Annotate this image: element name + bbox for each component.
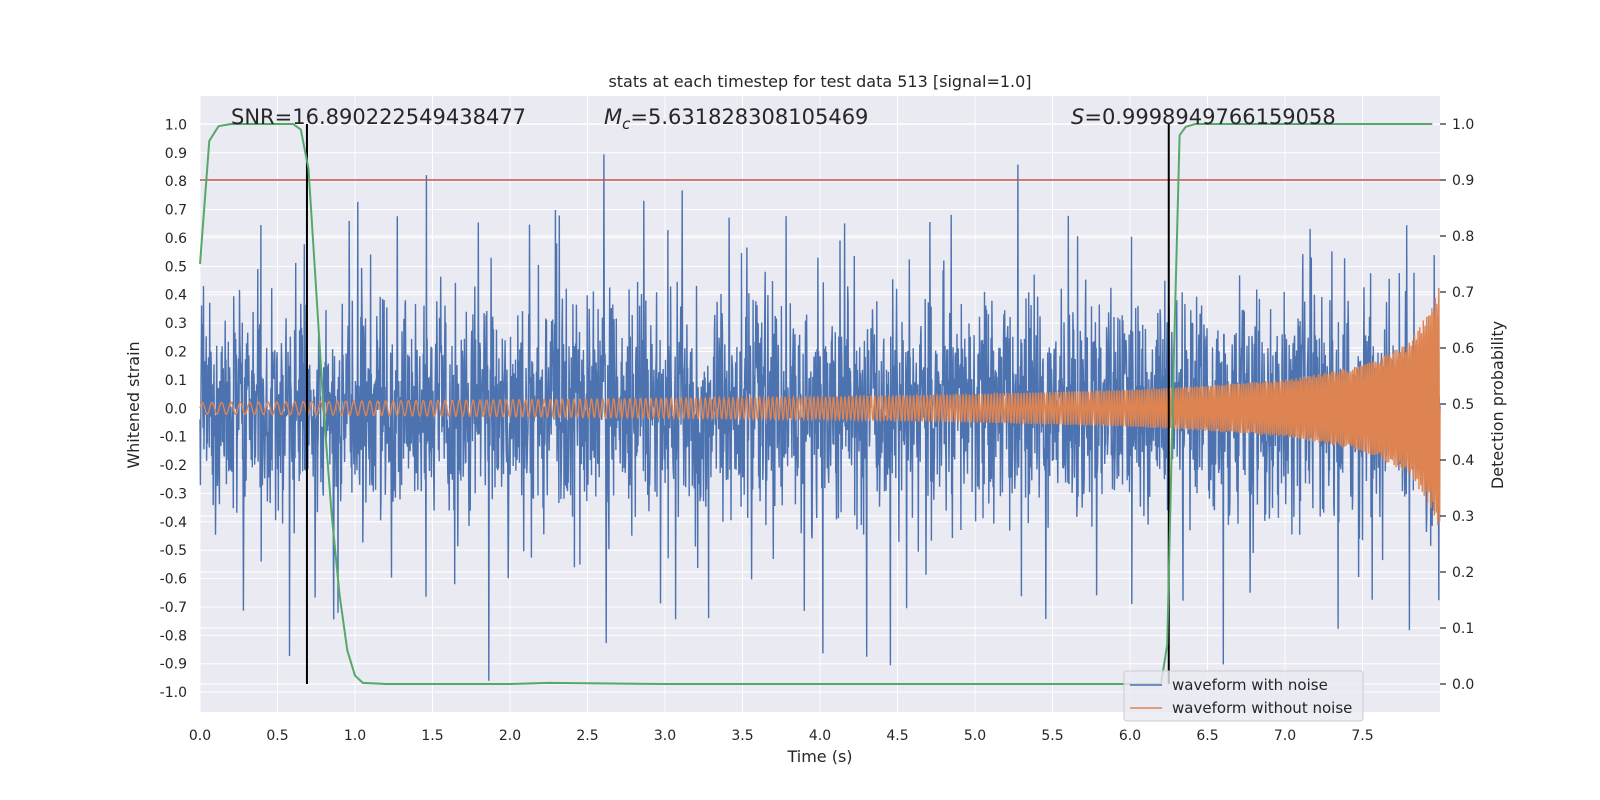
y-tick-label: 1.0	[165, 117, 187, 133]
y-tick-label: 0.1	[165, 373, 187, 389]
y-tick-label: 0.4	[165, 288, 187, 304]
y-tick-label: -0.9	[160, 657, 187, 673]
y-tick-label: -0.3	[160, 486, 187, 502]
y2-tick-label: 0.9	[1452, 173, 1474, 189]
x-tick-label: 7.0	[1274, 728, 1296, 744]
legend-label-clean: waveform without noise	[1172, 699, 1352, 717]
y-axis-ticks: 1.0 0.9 0.8 0.7 0.6 0.5 0.4 0.3 0.2 0.1 0.0 -0.1 -0.…	[160, 117, 187, 701]
y2-tick-label: 0.6	[1452, 341, 1474, 357]
x-tick-label: 4.0	[809, 728, 831, 744]
y2-tick-label: 1.0	[1452, 117, 1474, 133]
x-tick-label: 7.5	[1351, 728, 1373, 744]
y-tick-label: 0.6	[165, 231, 187, 247]
legend-box	[1123, 670, 1364, 722]
y-tick-label: -0.6	[160, 572, 187, 588]
x-tick-label: 0.5	[266, 728, 288, 744]
y2-tick-label: 0.2	[1452, 565, 1474, 581]
chirp-mass-symbol: M	[604, 105, 622, 129]
y-tick-label: -0.5	[160, 543, 187, 559]
x-tick-label: 3.5	[731, 728, 753, 744]
y-tick-label: -0.1	[160, 430, 187, 446]
y-axis-label: Whitened strain	[124, 341, 143, 468]
x-tick-label: 5.0	[964, 728, 986, 744]
legend: waveform with noise waveform without noi…	[1123, 670, 1364, 722]
y2-tick-label: 0.0	[1452, 677, 1474, 693]
score-annotation: S=0.9998949766159058	[1071, 105, 1336, 129]
chirp-mass-subscript: c	[622, 115, 631, 133]
chirp-mass-annotation: Mc=5.631828308105469	[604, 105, 868, 133]
y2-tick-label: 0.4	[1452, 453, 1474, 469]
x-axis-label: Time (s)	[786, 747, 852, 766]
y2-tick-label: 0.8	[1452, 229, 1474, 245]
y2-tick-label: 0.1	[1452, 621, 1474, 637]
x-tick-label: 3.0	[654, 728, 676, 744]
y-tick-label: -0.2	[160, 458, 187, 474]
x-tick-label: 6.0	[1119, 728, 1141, 744]
chirp-mass-value: =5.631828308105469	[630, 105, 868, 129]
y-tick-label: 0.0	[165, 401, 187, 417]
y2-tick-label: 0.3	[1452, 509, 1474, 525]
chart-title: stats at each timestep for test data 513…	[608, 72, 1031, 91]
y2-axis-ticks: 1.0 0.9 0.8 0.7 0.6 0.5 0.4 0.3 0.2 0.1 0.0	[1440, 117, 1474, 693]
detection-probability-series	[199, 123, 1433, 685]
x-tick-label: 1.5	[421, 728, 443, 744]
y2-tick-label: 0.5	[1452, 397, 1474, 413]
y-tick-label: 0.7	[165, 203, 187, 219]
y-tick-label: -0.4	[160, 515, 187, 531]
x-tick-label: 2.5	[576, 728, 598, 744]
x-tick-label: 6.5	[1196, 728, 1218, 744]
detection-probability-line	[199, 123, 1433, 685]
y-tick-label: -0.7	[160, 600, 187, 616]
waveform-without-noise-series	[199, 287, 1441, 526]
x-tick-label: 5.5	[1041, 728, 1063, 744]
y-tick-label: 0.5	[165, 259, 187, 275]
y-tick-label: 0.2	[165, 344, 187, 360]
y-tick-label: -0.8	[160, 628, 187, 644]
y-tick-label: 0.9	[165, 146, 187, 162]
x-axis-ticks: 0.0 0.5 1.0 1.5 2.0 2.5 3.0 3.5 4.0 4.5 5.0 5.5 6.0 6…	[189, 728, 1374, 744]
x-tick-label: 1.0	[344, 728, 366, 744]
x-tick-label: 4.5	[886, 728, 908, 744]
waveform-without-noise-line	[199, 287, 1441, 526]
x-tick-label: 2.0	[499, 728, 521, 744]
snr-annotation: SNR=16.890222549438477	[231, 105, 526, 129]
y-tick-label: -1.0	[160, 685, 187, 701]
y-tick-label: 0.8	[165, 174, 187, 190]
y2-tick-label: 0.7	[1452, 285, 1474, 301]
x-tick-label: 0.0	[189, 728, 211, 744]
y-tick-label: 0.3	[165, 316, 187, 332]
score-value: =0.9998949766159058	[1084, 105, 1335, 129]
legend-label-noisy: waveform with noise	[1172, 676, 1328, 694]
score-symbol: S	[1071, 105, 1084, 129]
y2-axis-label: Detection probability	[1488, 321, 1507, 489]
